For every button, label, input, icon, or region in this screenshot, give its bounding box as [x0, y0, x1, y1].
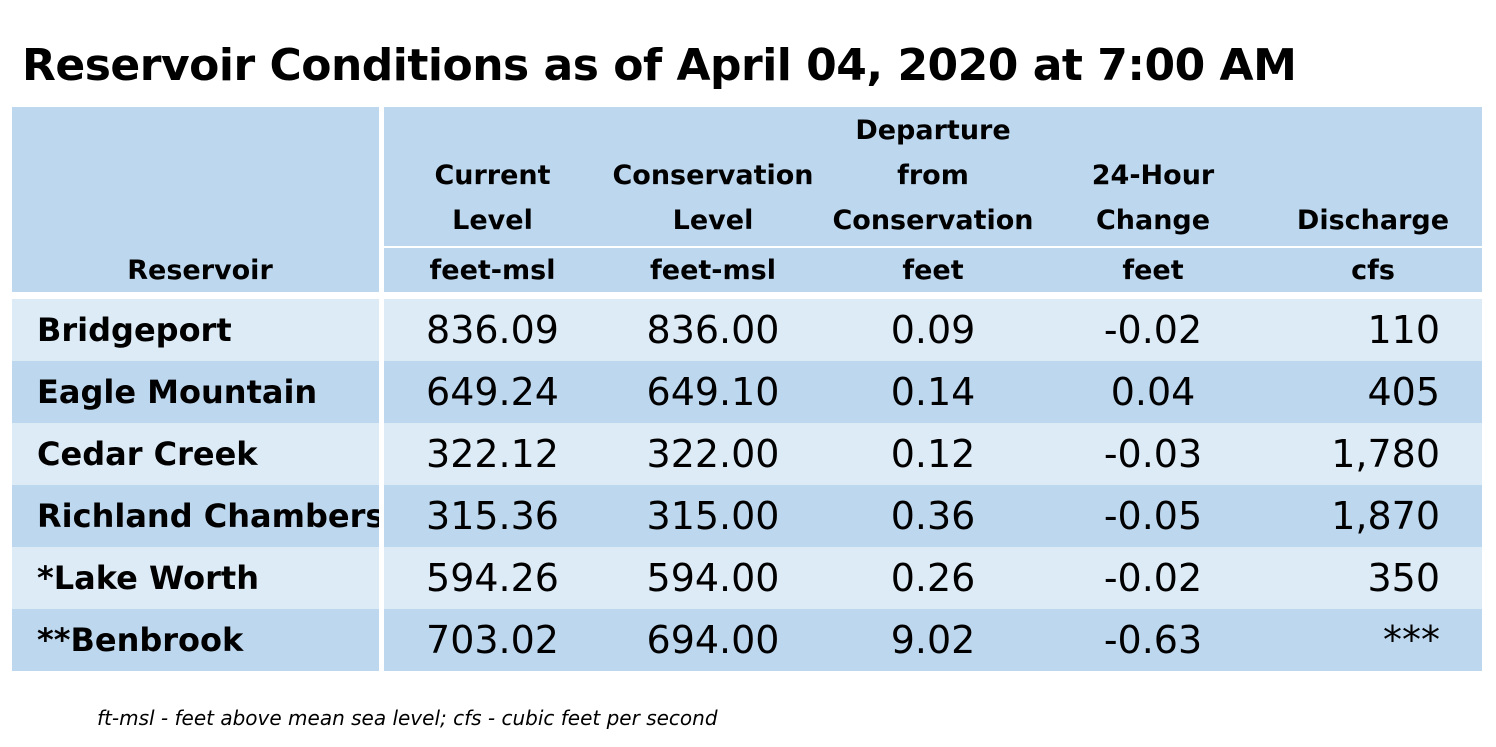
unit-current: feet-msl: [429, 255, 556, 286]
conservation-level: 649.10: [646, 370, 780, 414]
departure-value: 0.36: [890, 494, 976, 538]
change-value: -0.63: [1103, 618, 1203, 662]
departure-value: 0.09: [890, 308, 976, 352]
change-value: -0.02: [1103, 308, 1203, 352]
table-row: Eagle Mountain 649.24 649.10 0.14 0.04 4…: [12, 361, 1482, 423]
unit-change: feet: [1122, 255, 1184, 286]
header-departure-line3: Conservation: [832, 205, 1034, 236]
reservoir-name: Cedar Creek: [37, 435, 258, 473]
footnote: ft-msl - feet above mean sea level; cfs …: [97, 706, 718, 730]
table-row: **Benbrook 703.02 694.00 9.02 -0.63 ***: [12, 609, 1482, 671]
reservoir-name: Eagle Mountain: [37, 373, 318, 411]
change-value: -0.03: [1103, 432, 1203, 476]
current-level: 836.09: [426, 308, 559, 352]
discharge-value: ***: [1383, 618, 1440, 662]
conservation-level: 315.00: [646, 494, 780, 538]
header-conservation-line1: Conservation: [612, 160, 814, 191]
departure-value: 0.26: [890, 556, 976, 600]
current-level: 649.24: [426, 370, 559, 414]
change-value: 0.04: [1110, 370, 1196, 414]
header-reservoir: Reservoir: [127, 255, 273, 286]
departure-value: 0.12: [890, 432, 976, 476]
change-value: -0.05: [1103, 494, 1203, 538]
conservation-level: 836.00: [646, 308, 780, 352]
header-departure-line2: from: [897, 160, 969, 191]
column-separator: [379, 107, 384, 673]
departure-value: 9.02: [890, 618, 976, 662]
header-current-line1: Current: [434, 160, 551, 191]
discharge-value: 1,870: [1331, 494, 1440, 538]
header-departure-line1: Departure: [855, 115, 1011, 146]
discharge-value: 1,780: [1331, 432, 1440, 476]
header-separator: [12, 292, 1482, 299]
unit-departure: feet: [902, 255, 964, 286]
reservoir-name: *Lake Worth: [37, 559, 259, 597]
header-change-line1: 24-Hour: [1091, 160, 1215, 191]
unit-discharge: cfs: [1351, 255, 1395, 286]
departure-value: 0.14: [890, 370, 976, 414]
reservoir-name: **Benbrook: [37, 621, 244, 659]
discharge-value: 405: [1367, 370, 1440, 414]
table-row: Bridgeport 836.09 836.00 0.09 -0.02 110: [12, 299, 1482, 361]
header-discharge: Discharge: [1296, 205, 1450, 236]
table-header: [12, 107, 1482, 294]
table-row: Richland Chambers 315.36 315.00 0.36 -0.…: [12, 485, 1482, 547]
table-row: Cedar Creek 322.12 322.00 0.12 -0.03 1,7…: [12, 423, 1482, 485]
current-level: 322.12: [426, 432, 559, 476]
header-change-line2: Change: [1095, 205, 1211, 236]
reservoir-name: Richland Chambers: [37, 497, 385, 535]
current-level: 703.02: [426, 618, 559, 662]
current-level: 594.26: [426, 556, 559, 600]
conservation-level: 322.00: [646, 432, 780, 476]
unit-conservation: feet-msl: [650, 255, 776, 286]
header-current-line2: Level: [452, 205, 533, 236]
conservation-level: 594.00: [646, 556, 780, 600]
conservation-level: 694.00: [646, 618, 780, 662]
header-divider: [384, 246, 1482, 248]
page-title: Reservoir Conditions as of April 04, 202…: [22, 40, 1297, 91]
discharge-value: 350: [1367, 556, 1440, 600]
change-value: -0.02: [1103, 556, 1203, 600]
table-row: *Lake Worth 594.26 594.00 0.26 -0.02 350: [12, 547, 1482, 609]
header-conservation-line2: Level: [672, 205, 754, 236]
reservoir-name: Bridgeport: [37, 311, 232, 349]
discharge-value: 110: [1367, 308, 1440, 352]
current-level: 315.36: [426, 494, 559, 538]
